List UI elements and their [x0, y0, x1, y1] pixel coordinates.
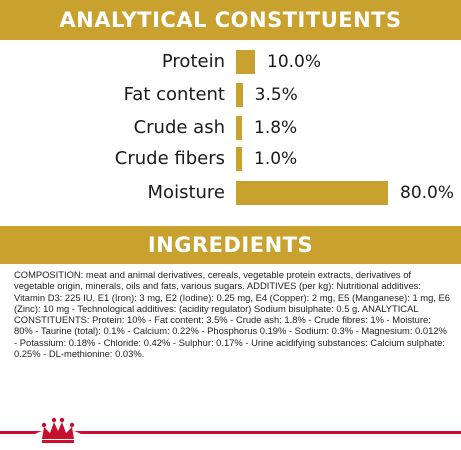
- constituent-bar: [236, 181, 388, 205]
- constituent-bar: [236, 116, 242, 140]
- constituent-row-moisture: Moisture 80.0%: [0, 180, 461, 206]
- analytical-constituents-title: ANALYTICAL CONSTITUENTS: [59, 8, 402, 32]
- constituent-row-crude-fibers: Crude fibers 1.0%: [0, 146, 461, 172]
- royal-canin-crown-icon: [32, 417, 84, 449]
- constituent-row-protein: Protein 10.0%: [0, 49, 461, 75]
- constituent-value: 80.0%: [400, 183, 455, 203]
- constituent-label: Crude fibers: [114, 148, 225, 169]
- ingredients-banner: INGREDIENTS: [0, 226, 461, 264]
- constituent-row-crude-ash: Crude ash 1.8%: [0, 115, 461, 141]
- constituent-label: Moisture: [147, 182, 225, 203]
- composition-text: COMPOSITION: meat and animal derivatives…: [14, 269, 450, 360]
- ingredients-title: INGREDIENTS: [147, 233, 314, 257]
- constituent-value: 10.0%: [267, 52, 322, 72]
- footer-red-line: [0, 431, 461, 434]
- constituent-value: 1.0%: [254, 149, 298, 169]
- constituent-row-fat-content: Fat content 3.5%: [0, 82, 461, 108]
- constituent-value: 3.5%: [254, 85, 298, 105]
- constituent-value: 1.8%: [254, 118, 298, 138]
- constituent-bar: [236, 50, 255, 74]
- constituent-bar: [236, 147, 242, 171]
- constituent-label: Fat content: [123, 84, 225, 105]
- analytical-constituents-banner: ANALYTICAL CONSTITUENTS: [0, 0, 461, 40]
- constituent-label: Protein: [161, 51, 225, 72]
- constituent-bar: [236, 83, 243, 107]
- constituent-label: Crude ash: [133, 117, 225, 138]
